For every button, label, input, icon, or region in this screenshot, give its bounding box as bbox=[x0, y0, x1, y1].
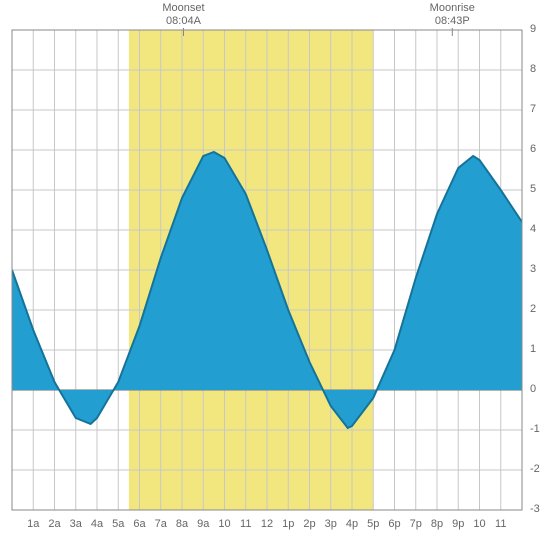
x-tick-label: 1p bbox=[282, 518, 294, 530]
x-tick-label: 9a bbox=[197, 518, 209, 530]
x-tick-label: 3a bbox=[70, 518, 82, 530]
y-tick-label: 5 bbox=[530, 183, 536, 195]
x-tick-label: 4p bbox=[346, 518, 358, 530]
x-tick-label: 7p bbox=[410, 518, 422, 530]
y-tick-label: 6 bbox=[530, 143, 536, 155]
x-tick-label: 1a bbox=[27, 518, 39, 530]
tide-chart-container: Moonset 08:04A Moonrise 08:43P -3-2-1012… bbox=[0, 0, 550, 550]
x-tick-label: 5a bbox=[112, 518, 124, 530]
x-tick-label: 11 bbox=[240, 518, 251, 530]
x-tick-label: 5p bbox=[367, 518, 379, 530]
x-tick-label: 2a bbox=[48, 518, 60, 530]
moonrise-annotation: Moonrise 08:43P bbox=[422, 2, 482, 28]
y-tick-label: 8 bbox=[530, 63, 536, 75]
y-tick-label: 1 bbox=[530, 343, 536, 355]
y-tick-label: 3 bbox=[530, 263, 536, 275]
moonrise-label: Moonrise bbox=[422, 2, 482, 15]
x-tick-label: 9p bbox=[452, 518, 464, 530]
x-tick-label: 8a bbox=[176, 518, 188, 530]
y-tick-label: 7 bbox=[530, 103, 536, 115]
moonset-label: Moonset bbox=[153, 2, 213, 15]
x-tick-label: 12 bbox=[261, 518, 273, 530]
x-tick-label: 8p bbox=[431, 518, 443, 530]
x-tick-label: 11 bbox=[495, 518, 506, 530]
x-tick-label: 2p bbox=[303, 518, 315, 530]
tide-chart-plot bbox=[0, 0, 550, 550]
x-tick-label: 10 bbox=[473, 518, 485, 530]
y-tick-label: -3 bbox=[530, 503, 540, 515]
y-tick-label: -1 bbox=[530, 423, 540, 435]
y-tick-label: 2 bbox=[530, 303, 536, 315]
x-tick-label: 10 bbox=[218, 518, 230, 530]
y-tick-label: 0 bbox=[530, 383, 536, 395]
x-tick-label: 6p bbox=[388, 518, 400, 530]
x-tick-label: 6a bbox=[133, 518, 145, 530]
moonset-time: 08:04A bbox=[153, 15, 213, 28]
moonset-annotation: Moonset 08:04A bbox=[153, 2, 213, 28]
x-tick-label: 4a bbox=[91, 518, 103, 530]
x-tick-label: 7a bbox=[155, 518, 167, 530]
y-tick-label: 9 bbox=[530, 23, 536, 35]
y-tick-label: 4 bbox=[530, 223, 536, 235]
moonrise-time: 08:43P bbox=[422, 15, 482, 28]
y-tick-label: -2 bbox=[530, 463, 540, 475]
x-tick-label: 3p bbox=[325, 518, 337, 530]
